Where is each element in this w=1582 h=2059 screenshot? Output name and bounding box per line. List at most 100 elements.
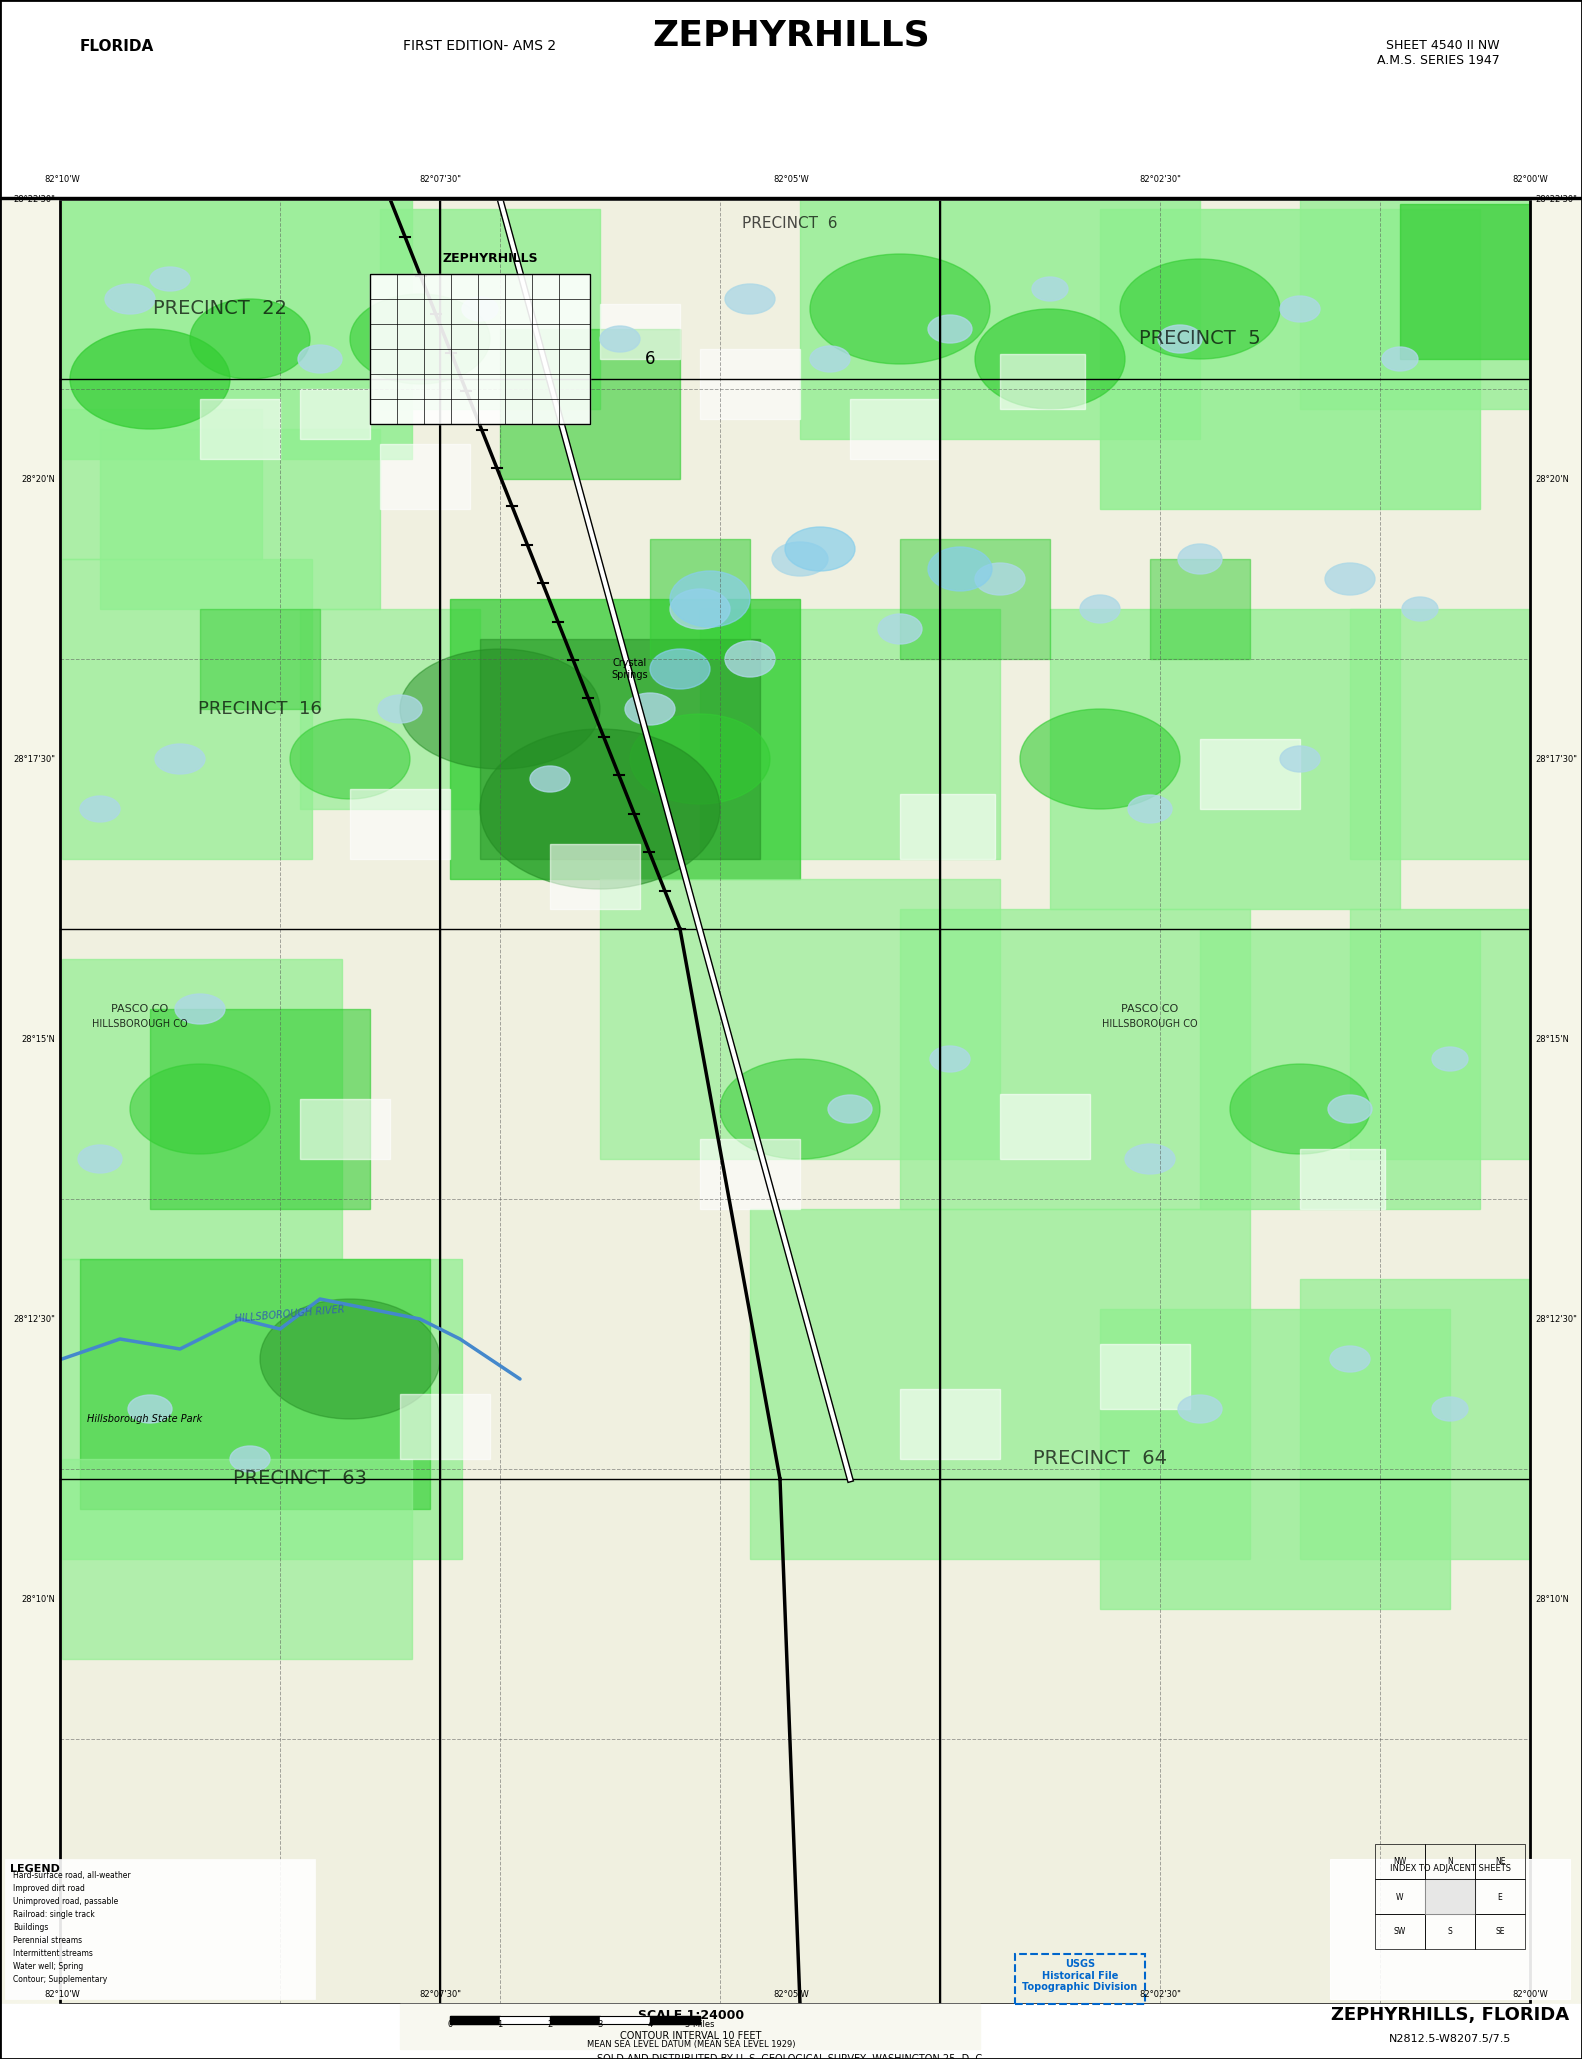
Text: 82°07'30": 82°07'30" <box>419 1989 460 1999</box>
Text: PRECINCT  5: PRECINCT 5 <box>1139 329 1261 348</box>
Bar <box>1099 210 1481 509</box>
Bar <box>500 2016 551 2024</box>
Ellipse shape <box>1179 544 1221 574</box>
Ellipse shape <box>462 296 498 321</box>
Ellipse shape <box>1327 1095 1372 1122</box>
Ellipse shape <box>1383 348 1417 371</box>
Ellipse shape <box>78 1145 122 1174</box>
Text: 28°12'30": 28°12'30" <box>1535 1314 1577 1324</box>
Text: Improved dirt road: Improved dirt road <box>13 1884 85 1892</box>
Ellipse shape <box>810 253 990 364</box>
Text: 28°22'30": 28°22'30" <box>1535 194 1577 204</box>
Ellipse shape <box>150 268 190 290</box>
Text: LEGEND: LEGEND <box>9 1863 60 1874</box>
Ellipse shape <box>229 1445 271 1472</box>
Text: 82°00'W: 82°00'W <box>1512 1989 1547 1999</box>
Ellipse shape <box>1229 1065 1370 1153</box>
Bar <box>60 200 1530 2003</box>
Bar <box>1425 1915 1474 1950</box>
Ellipse shape <box>975 309 1125 410</box>
Text: 82°05'W: 82°05'W <box>774 1989 808 1999</box>
Text: SCALE 1:24000: SCALE 1:24000 <box>638 2010 744 2022</box>
Ellipse shape <box>1031 278 1068 301</box>
Bar <box>479 638 759 859</box>
Bar <box>1300 200 1530 410</box>
Ellipse shape <box>1128 795 1172 824</box>
Text: N: N <box>1448 1857 1452 1868</box>
Bar <box>380 445 470 509</box>
Bar <box>900 1390 1000 1460</box>
Text: PRECINCT  64: PRECINCT 64 <box>1033 1450 1168 1468</box>
Text: 82°02'30": 82°02'30" <box>1139 175 1180 183</box>
Bar <box>699 1139 800 1209</box>
Bar <box>62 1460 411 1660</box>
Text: FIRST EDITION- AMS 2: FIRST EDITION- AMS 2 <box>403 39 557 54</box>
Text: 28°12'30": 28°12'30" <box>13 1314 55 1324</box>
Ellipse shape <box>1326 562 1375 595</box>
Bar <box>650 539 750 659</box>
Bar <box>400 1394 490 1460</box>
Bar <box>1300 1149 1384 1209</box>
Text: Water well; Spring: Water well; Spring <box>13 1962 84 1970</box>
Bar <box>380 210 600 410</box>
Text: Contour; Supplementary: Contour; Supplementary <box>13 1975 108 1985</box>
Text: 28°10'N: 28°10'N <box>21 1594 55 1604</box>
Text: Intermittent streams: Intermittent streams <box>13 1950 93 1958</box>
Bar <box>62 959 342 1258</box>
Ellipse shape <box>259 1299 440 1419</box>
Bar <box>1000 1093 1090 1159</box>
Ellipse shape <box>1120 259 1280 358</box>
Bar <box>1474 1915 1525 1950</box>
Text: 82°02'30": 82°02'30" <box>1139 1989 1180 1999</box>
Text: 82°00'W: 82°00'W <box>1512 175 1547 183</box>
Bar <box>850 399 940 459</box>
Ellipse shape <box>400 649 600 768</box>
Text: SOLD AND DISTRIBUTED BY U. S. GEOLOGICAL SURVEY, WASHINGTON 25, D. C.: SOLD AND DISTRIBUTED BY U. S. GEOLOGICAL… <box>596 2055 986 2059</box>
Ellipse shape <box>1280 745 1319 772</box>
Text: 6: 6 <box>645 350 655 369</box>
Text: 82°07'30": 82°07'30" <box>419 175 460 183</box>
Text: HILLSBOROUGH RIVER: HILLSBOROUGH RIVER <box>234 1303 345 1324</box>
Text: 0: 0 <box>448 2020 452 2028</box>
Text: 82°05'W: 82°05'W <box>774 175 808 183</box>
Bar <box>699 348 800 418</box>
Bar <box>449 599 800 879</box>
Text: HILLSBOROUGH CO: HILLSBOROUGH CO <box>1103 1019 1198 1030</box>
Bar <box>301 1100 391 1159</box>
Bar <box>900 795 995 859</box>
Text: PASCO CO: PASCO CO <box>1122 1005 1179 1013</box>
Bar <box>301 389 370 439</box>
Text: SHEET 4540 II NW
A.M.S. SERIES 1947: SHEET 4540 II NW A.M.S. SERIES 1947 <box>1378 39 1500 68</box>
Ellipse shape <box>176 994 225 1023</box>
Text: SE: SE <box>1495 1927 1504 1938</box>
Bar <box>1474 1880 1525 1915</box>
Ellipse shape <box>128 1396 172 1423</box>
Bar <box>600 305 680 358</box>
Text: W: W <box>1397 1892 1403 1903</box>
Bar <box>81 1258 430 1509</box>
Text: 3: 3 <box>598 2020 603 2028</box>
Text: CONTOUR INTERVAL 10 FEET: CONTOUR INTERVAL 10 FEET <box>620 2030 761 2040</box>
Text: PRECINCT  63: PRECINCT 63 <box>233 1470 367 1489</box>
Ellipse shape <box>1158 325 1202 352</box>
Bar <box>900 539 1050 659</box>
Ellipse shape <box>1432 1396 1468 1421</box>
Bar <box>551 2016 600 2024</box>
Ellipse shape <box>725 640 775 677</box>
Bar <box>60 200 1530 2003</box>
Ellipse shape <box>975 562 1025 595</box>
Bar <box>1150 558 1250 659</box>
Ellipse shape <box>1179 1396 1221 1423</box>
Bar <box>301 609 479 809</box>
Text: 1: 1 <box>497 2020 503 2028</box>
Text: MEAN SEA LEVEL DATUM (MEAN SEA LEVEL 1929): MEAN SEA LEVEL DATUM (MEAN SEA LEVEL 192… <box>587 2040 796 2049</box>
Bar <box>350 789 449 859</box>
Text: 28°17'30": 28°17'30" <box>1535 754 1577 764</box>
Text: 82°10'W: 82°10'W <box>44 1989 79 1999</box>
Text: N2812.5-W8207.5/7.5: N2812.5-W8207.5/7.5 <box>1389 2034 1511 2045</box>
Ellipse shape <box>1020 708 1180 809</box>
Bar <box>750 1209 1250 1559</box>
Ellipse shape <box>190 299 310 379</box>
Text: 28°20'N: 28°20'N <box>1535 474 1569 484</box>
Bar <box>1349 609 1530 859</box>
